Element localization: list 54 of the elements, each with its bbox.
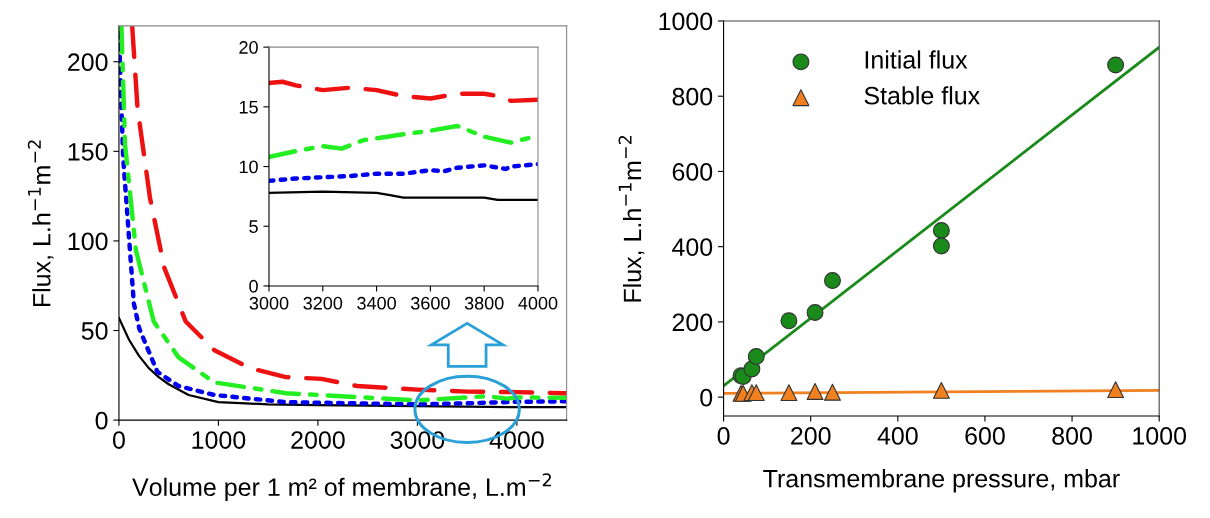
- y-axis-title: Flux, L.h$^{−1}$m$^{−2}$: [27, 140, 54, 307]
- point: [824, 383, 841, 401]
- x-tick-label: 3800: [464, 296, 504, 310]
- x-tick-label: 600: [965, 427, 1005, 445]
- x-tick-label: 800: [1052, 427, 1092, 445]
- point: [824, 272, 841, 290]
- x-tick-label: 1000: [1133, 427, 1187, 445]
- x-tick-label: 4000: [489, 431, 544, 449]
- x-tick-label: 0: [112, 431, 125, 449]
- y-tick-label: 0: [95, 411, 108, 430]
- legend-label: Stable flux: [864, 86, 980, 105]
- y-tick-label: 150: [68, 142, 108, 161]
- y-tick-label: 0: [249, 279, 258, 293]
- line-series: [268, 79, 538, 104]
- y-tick-label: 10: [239, 160, 258, 174]
- x-tick-label: 200: [791, 427, 831, 445]
- point: [1107, 56, 1125, 74]
- x-tick-label: 400: [877, 427, 918, 445]
- point: [932, 381, 950, 399]
- x-tick-label: 0: [717, 427, 730, 445]
- point: [780, 384, 798, 402]
- x-tick-label: 1000: [192, 431, 246, 449]
- y-axis-title: Flux, L.h$^{−1}$m$^{−2}$: [618, 135, 645, 302]
- point: [747, 384, 765, 402]
- line-series: [268, 161, 538, 184]
- point: [1107, 381, 1125, 399]
- point: [780, 312, 798, 330]
- y-tick-label: 20: [239, 41, 258, 54]
- y-tick-label: 200: [68, 53, 108, 72]
- x-tick-label: 3600: [410, 296, 450, 310]
- x-axis-title: Volume per 1 m² of membrane, L.m$^{−2}$: [132, 473, 551, 502]
- point: [747, 348, 765, 365]
- legend-label: Initial flux: [865, 50, 968, 69]
- x-tick-label: 3000: [390, 431, 445, 449]
- y-tick-label: 100: [68, 232, 108, 251]
- y-tick-label: 50: [81, 322, 108, 340]
- y-tick-label: 5: [249, 220, 258, 233]
- point: [932, 222, 950, 239]
- x-tick-label: 2000: [291, 431, 345, 449]
- point: [806, 304, 824, 321]
- x-tick-label: 3400: [357, 296, 396, 310]
- x-axis-title: Transmembrane pressure, mbar: [763, 469, 1120, 493]
- y-tick-label: 600: [672, 163, 713, 181]
- x-tick-label: 3200: [303, 296, 343, 310]
- y-tick-label: 400: [672, 238, 713, 256]
- x-tick-label: 3000: [249, 296, 289, 310]
- point: [806, 383, 824, 400]
- x-tick-label: 4000: [518, 296, 558, 310]
- point: [932, 237, 950, 255]
- y-tick-label: 1000: [659, 12, 713, 31]
- y-tick-label: 200: [672, 313, 713, 332]
- y-tick-label: 800: [672, 87, 713, 106]
- y-tick-label: 0: [700, 388, 713, 407]
- y-tick-label: 15: [239, 100, 258, 114]
